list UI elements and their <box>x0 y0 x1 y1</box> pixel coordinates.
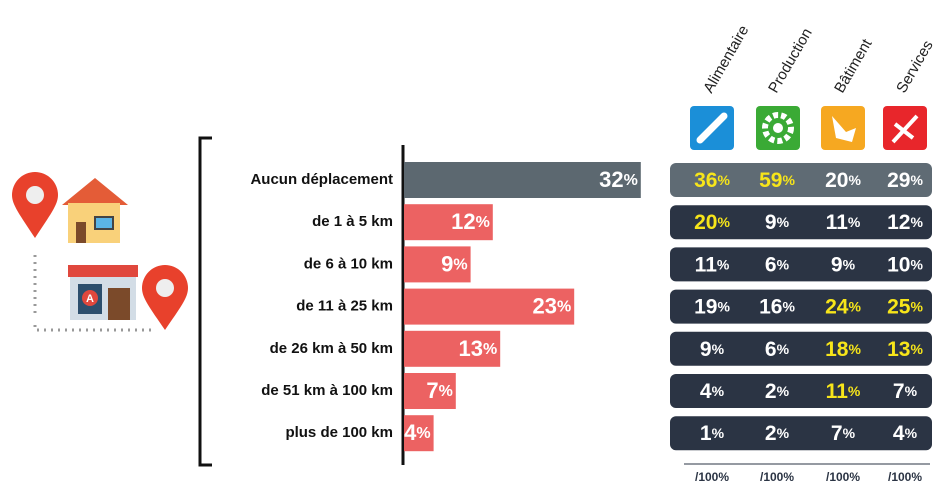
category-label: de 26 km à 50 km <box>270 340 393 357</box>
table-cell: 4% <box>700 380 725 403</box>
illustration: A <box>12 172 188 332</box>
table-cell: 20% <box>825 169 861 192</box>
category-label: plus de 100 km <box>285 424 393 441</box>
table-cell: 2% <box>765 422 790 445</box>
bar <box>404 288 575 325</box>
column-header-label: Production <box>765 25 816 96</box>
bar-value-label: 7% <box>426 378 452 403</box>
column-header-label: Services <box>893 38 936 96</box>
table-cell: 11% <box>695 253 730 276</box>
table-row <box>670 416 932 451</box>
bar-value-label: 23% <box>532 293 571 318</box>
bar <box>404 373 456 409</box>
table-cell: 9% <box>700 337 725 360</box>
bar-value-label: 9% <box>441 251 467 276</box>
column-total: /100% <box>888 470 922 484</box>
table-cell: 1% <box>700 422 725 445</box>
table-cell: 59% <box>759 169 795 192</box>
icons <box>690 106 927 150</box>
category-label: Aucun déplacement <box>250 171 393 188</box>
category-label: de 51 km à 100 km <box>261 382 393 399</box>
table-cell: 20% <box>694 211 730 234</box>
table-cell: 11% <box>826 380 861 403</box>
table-cell: 12% <box>887 211 923 234</box>
table-cell: 29% <box>887 169 923 192</box>
table-cell: 16% <box>759 295 795 318</box>
table-cell: 6% <box>765 253 790 276</box>
table-cell: 19% <box>694 295 730 318</box>
column-header-label: Bâtiment <box>831 35 876 95</box>
table-cell: 18% <box>825 337 861 360</box>
table-cell: 10% <box>887 253 923 276</box>
table-cell: 25% <box>887 295 923 318</box>
bar-value-label: 13% <box>458 336 497 361</box>
category-label: de 11 à 25 km <box>296 298 393 315</box>
category-label: de 1 à 5 km <box>312 213 393 230</box>
column-total: /100% <box>826 470 860 484</box>
bar <box>404 204 493 241</box>
bar <box>404 415 434 452</box>
column-header: Bâtiment <box>831 35 876 95</box>
bar <box>404 246 471 283</box>
column-header-label: Alimentaire <box>700 23 752 96</box>
table-cell: 36% <box>694 169 730 192</box>
bar-value-label: 32% <box>599 167 638 192</box>
table-cell: 2% <box>765 380 790 403</box>
table-row <box>670 374 932 408</box>
table-row <box>670 289 932 324</box>
table-cell: 11% <box>826 211 861 234</box>
column-total: /100% <box>760 470 794 484</box>
column-header: Production <box>765 25 816 96</box>
column-header: Services <box>893 38 936 96</box>
column-total: /100% <box>695 470 729 484</box>
table-cell: 13% <box>887 337 923 360</box>
table-cell: 6% <box>765 337 790 360</box>
table-cell: 9% <box>831 253 856 276</box>
bar-value-label: 12% <box>451 209 490 234</box>
table-cell: 7% <box>893 380 918 403</box>
table-cell: 7% <box>831 422 856 445</box>
table-row <box>670 331 932 366</box>
column-header: Alimentaire <box>700 23 752 96</box>
bar-value-label: 4% <box>404 420 430 445</box>
table-row <box>670 163 932 197</box>
table-cell: 9% <box>765 211 790 234</box>
table-cell: 24% <box>825 295 861 318</box>
table-cell: 4% <box>893 422 918 445</box>
category-label: de 6 à 10 km <box>304 255 393 272</box>
bar <box>404 162 641 198</box>
table-row <box>670 205 932 240</box>
svg-text:A: A <box>86 293 94 305</box>
bracket <box>198 136 212 467</box>
table-row <box>670 247 932 282</box>
bar <box>404 330 501 367</box>
